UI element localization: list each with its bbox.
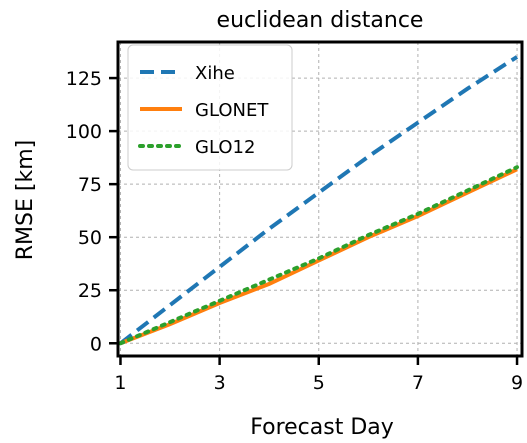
series-line-glo12 [118,165,519,346]
x-axis-label: Forecast Day [250,415,394,440]
x-tick-label: 1 [114,372,126,394]
y-tick-label: 100 [66,121,102,143]
legend: Xihe GLONET GLO12 [127,44,293,171]
chart-title: euclidean distance [217,8,424,33]
x-tick-label: 7 [412,372,424,394]
y-tick-label: 25 [78,280,102,302]
y-tick-label: 0 [90,333,102,355]
legend-label: GLO12 [195,137,255,158]
x-tick-label: 5 [313,372,325,394]
y-tick-label: 75 [78,174,102,196]
legend-box [127,44,293,171]
series-layer [118,55,519,346]
legend-label: GLONET [195,100,269,121]
y-axis-label: RMSE [km] [13,140,38,260]
legend-label: Xihe [195,63,235,84]
series-line-xihe [119,55,519,345]
y-tick-label: 50 [78,227,102,249]
x-tick-label: 3 [214,372,226,394]
axis-ticks: 1 3 5 7 9 0 25 50 75 100 125 [66,68,523,394]
y-tick-label: 125 [66,68,102,90]
x-tick-label: 9 [511,372,523,394]
